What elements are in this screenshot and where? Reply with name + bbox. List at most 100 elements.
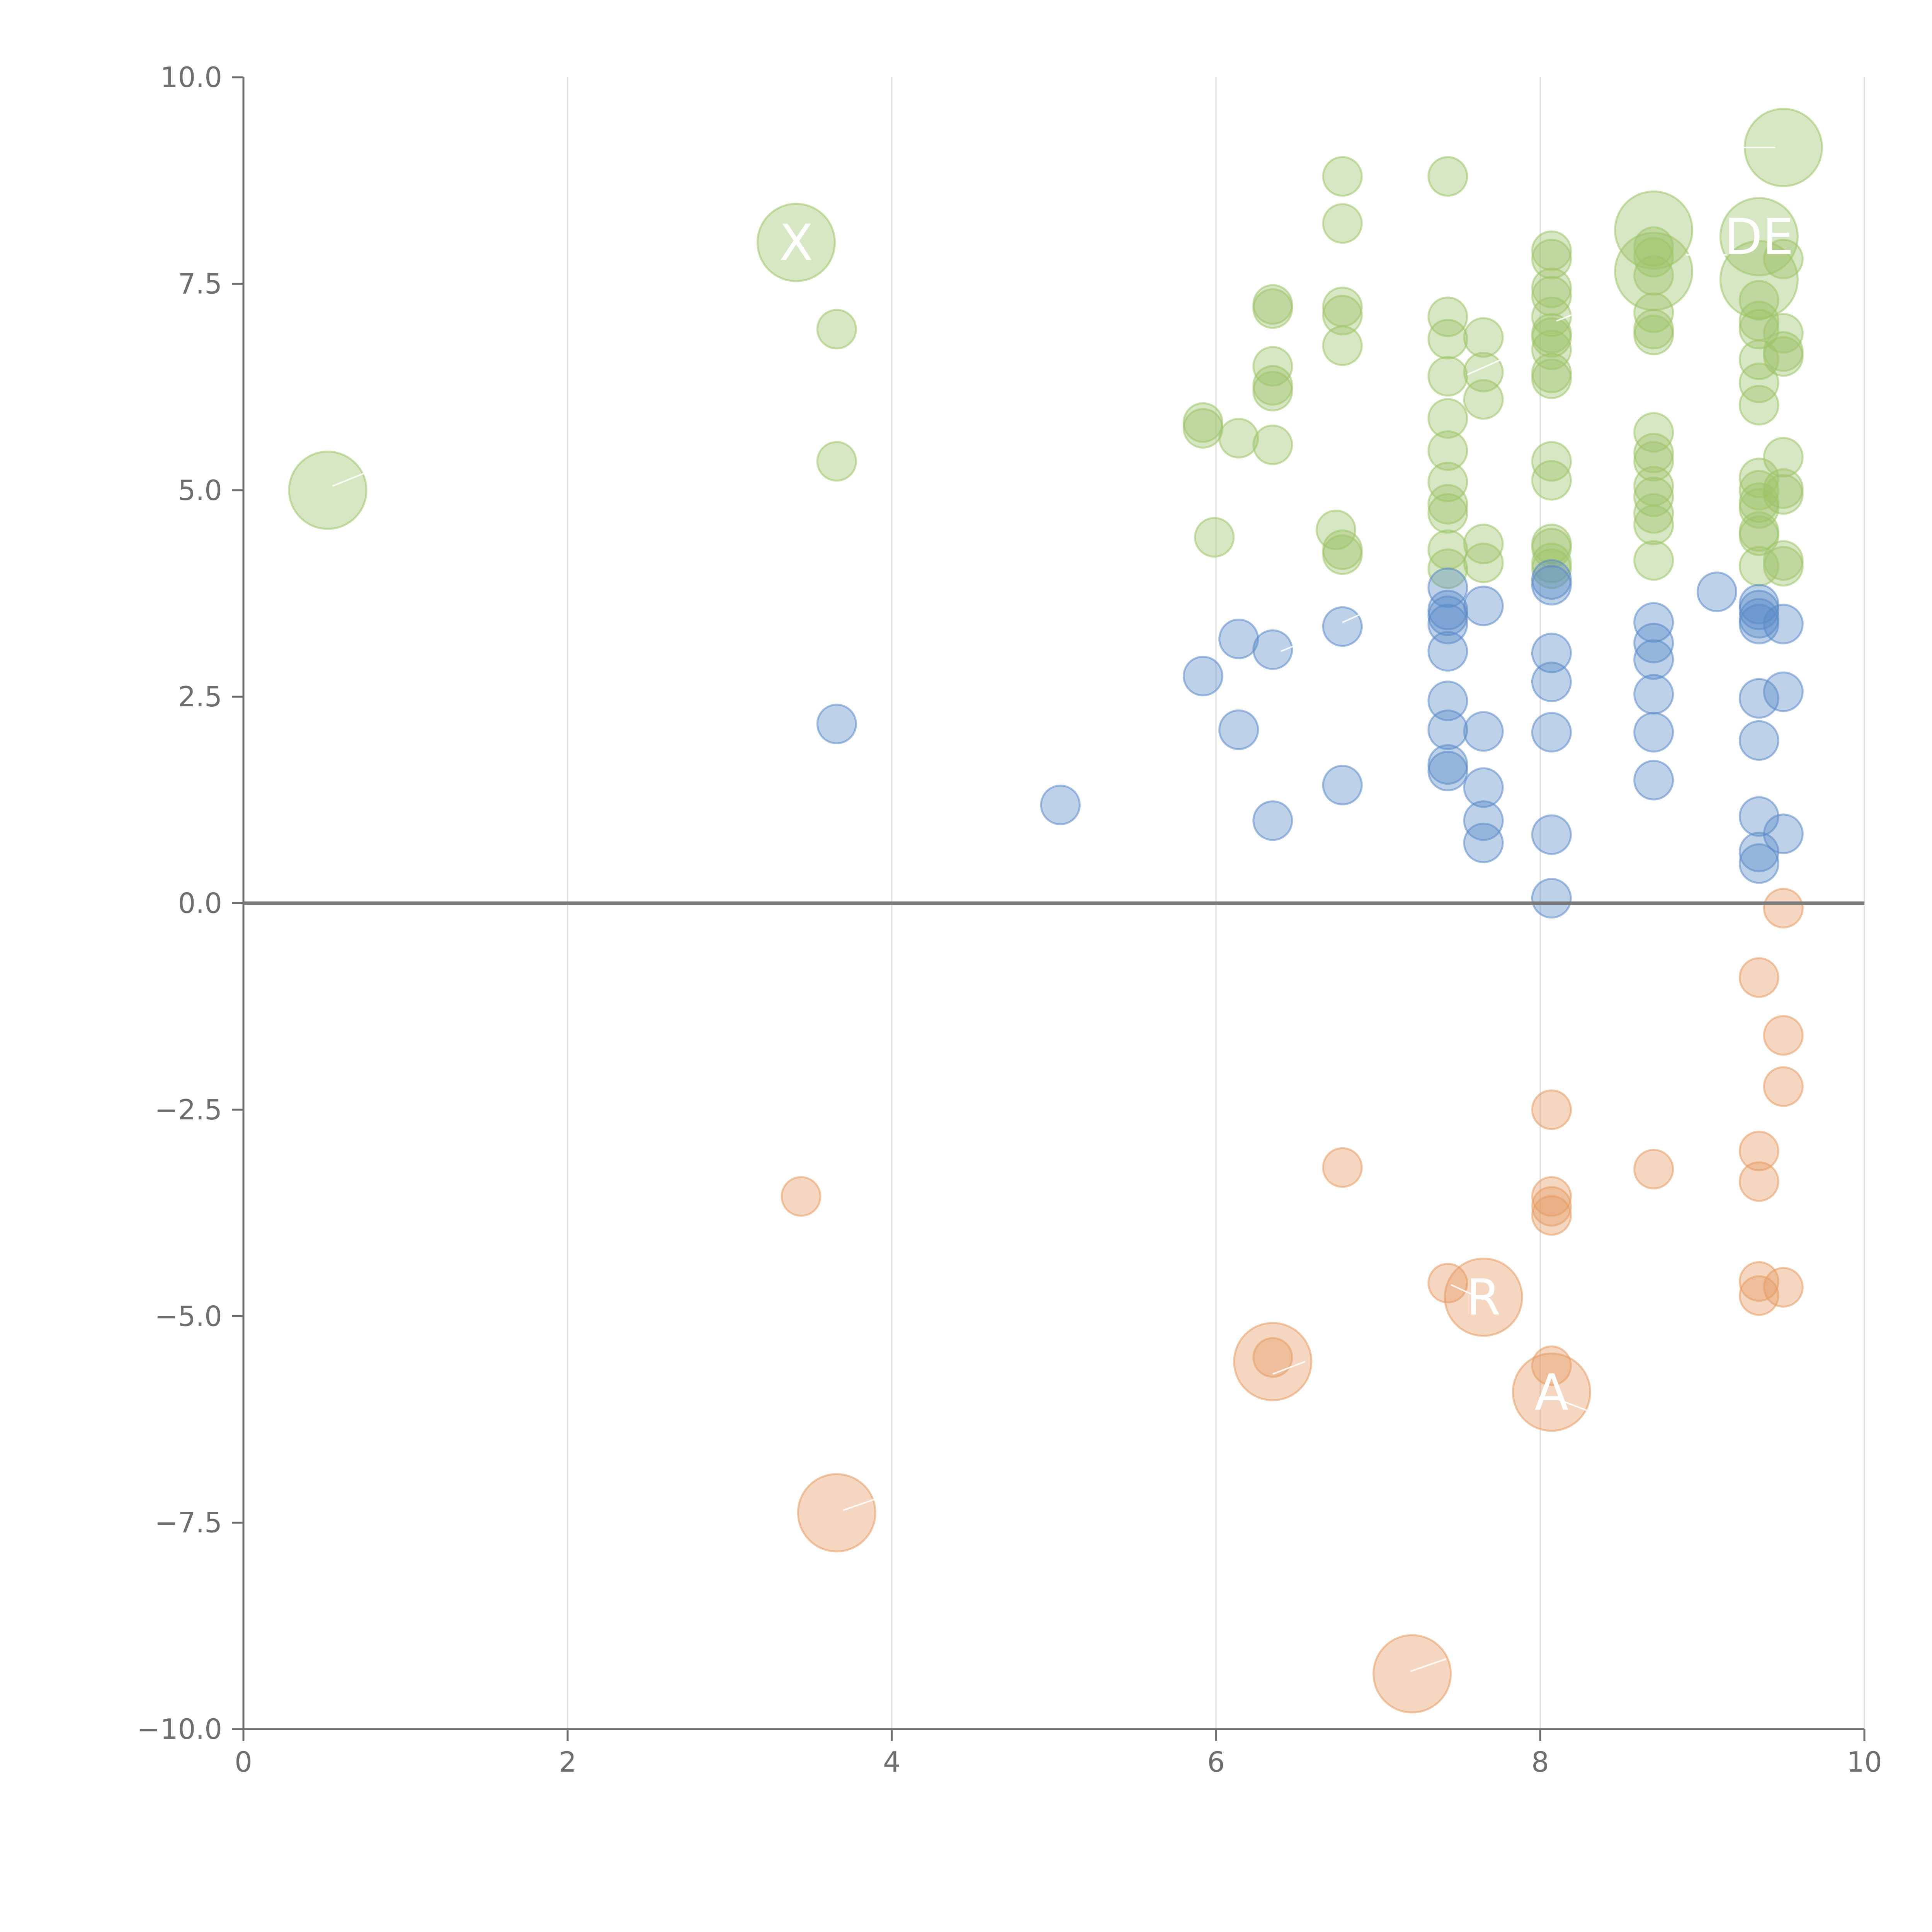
y-tick-label: 7.5	[178, 267, 222, 300]
data-point-green	[1427, 319, 1468, 360]
data-point-green	[1194, 517, 1235, 558]
data-point-green	[1322, 534, 1363, 575]
x-tick-label: 0	[235, 1746, 252, 1778]
data-point-green	[1719, 197, 1799, 277]
annotation-connector	[1451, 1284, 1484, 1301]
data-point-blue	[1531, 565, 1572, 606]
data-point-orange	[781, 1176, 821, 1217]
data-point-blue	[1252, 800, 1293, 841]
data-point-blue	[1633, 760, 1674, 801]
data-point-blue	[1427, 680, 1468, 721]
data-point-orange	[1531, 1089, 1572, 1130]
data-point-green	[1633, 505, 1674, 546]
annotation-connector	[332, 469, 374, 487]
data-point-blue	[1763, 813, 1804, 854]
data-point-green	[1738, 362, 1779, 403]
data-point-green	[1531, 548, 1572, 589]
annotation-label: A	[1535, 1364, 1569, 1422]
data-point-orange	[1233, 1322, 1313, 1401]
y-tick-label: −5.0	[155, 1300, 222, 1332]
data-point-orange	[1738, 1131, 1779, 1172]
data-point-green	[1633, 412, 1674, 453]
y-tick-label: 10.0	[160, 61, 222, 94]
data-point-blue	[1322, 606, 1363, 647]
annotation-label: DE	[1725, 209, 1794, 266]
data-point-green	[1738, 457, 1779, 498]
data-point-green	[1763, 546, 1804, 587]
data-point-blue	[1531, 662, 1572, 702]
data-point-green	[1531, 358, 1572, 399]
data-point-orange	[1763, 888, 1804, 929]
data-point-blue	[1738, 678, 1779, 719]
data-point-green	[1531, 317, 1572, 358]
y-tick-label: 5.0	[178, 474, 222, 507]
data-point-blue	[1218, 619, 1259, 659]
data-point-orange	[1633, 1149, 1674, 1190]
data-point-orange	[1738, 1261, 1779, 1302]
data-point-green	[1763, 313, 1804, 354]
data-point-blue	[1633, 712, 1674, 753]
annotation-connector	[1556, 1398, 1589, 1412]
data-point-green	[1463, 379, 1504, 420]
data-point-orange	[1252, 1337, 1293, 1378]
data-point-green	[1252, 424, 1293, 465]
x-axis-ticks: 0 2 4 6 8 10	[235, 1729, 1882, 1778]
data-point-blue	[1252, 629, 1293, 670]
data-point-blue	[1040, 784, 1081, 825]
data-point-orange	[1738, 1161, 1779, 1202]
data-point-green	[1531, 527, 1572, 568]
data-point-blue	[1531, 814, 1572, 855]
annotation-connector	[1556, 308, 1589, 322]
data-point-orange	[1372, 1634, 1452, 1714]
data-point-green	[1633, 476, 1674, 517]
data-point-green	[1531, 238, 1572, 279]
data-point-orange	[1763, 1267, 1804, 1308]
annotation-label: X	[779, 214, 813, 272]
x-tick-label: 8	[1531, 1746, 1549, 1778]
data-point-blue	[1633, 622, 1674, 663]
data-point-blue	[1427, 709, 1468, 750]
data-point-green	[1322, 295, 1363, 336]
y-tick-label: −2.5	[155, 1094, 222, 1126]
data-point-blue	[1427, 567, 1468, 608]
data-point-blue	[1463, 767, 1504, 808]
y-tick-label: −10.0	[137, 1713, 222, 1745]
data-point-green	[1633, 433, 1674, 474]
data-point-blue	[1463, 711, 1504, 752]
data-point-green	[1763, 437, 1804, 478]
data-point-blue	[1322, 765, 1363, 806]
data-point-blue	[1633, 674, 1674, 715]
data-point-green	[1252, 284, 1293, 325]
data-point-green	[816, 309, 857, 350]
data-point-green	[1633, 226, 1674, 267]
data-point-blue	[816, 704, 857, 745]
x-tick-label: 2	[559, 1746, 577, 1778]
annotation-connector	[1410, 1658, 1447, 1672]
y-tick-label: 2.5	[178, 680, 222, 713]
annotation-connector	[1281, 634, 1322, 652]
data-point-green	[1531, 460, 1572, 501]
data-point-green	[1738, 515, 1779, 556]
data-point-green	[1322, 325, 1363, 366]
data-point-orange	[1531, 1186, 1572, 1227]
data-point-orange	[1322, 1147, 1363, 1188]
annotation-label: R	[1466, 1269, 1501, 1327]
y-tick-label: 0.0	[178, 887, 222, 920]
data-point-orange	[1531, 1345, 1572, 1386]
annotation-connectors	[332, 146, 1776, 1672]
data-point-green	[1763, 336, 1804, 377]
data-point-orange	[1531, 1195, 1572, 1236]
data-point-blue	[1218, 709, 1259, 750]
data-point-green	[1633, 493, 1674, 534]
data-point-green	[1322, 156, 1363, 197]
data-point-green	[1633, 315, 1674, 355]
data-point-orange	[1738, 957, 1779, 998]
data-point-green	[1463, 317, 1504, 358]
data-point-green	[1633, 255, 1674, 296]
data-point-blue	[1738, 590, 1779, 631]
data-point-blue	[1427, 631, 1468, 672]
data-point-orange	[1763, 1015, 1804, 1056]
data-point-blue	[1763, 671, 1804, 712]
data-point-green	[1531, 230, 1572, 271]
annotation-connector	[1342, 609, 1371, 623]
